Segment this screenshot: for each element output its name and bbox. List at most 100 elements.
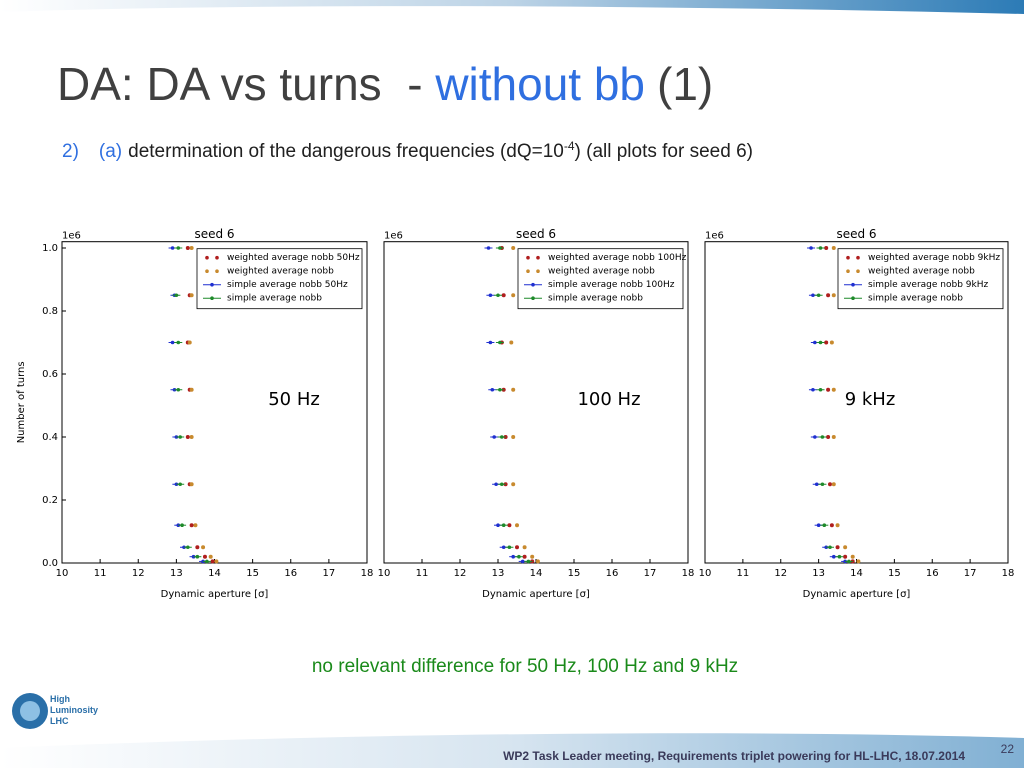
legend-box xyxy=(196,248,363,310)
legend-swatch xyxy=(205,269,209,274)
x-tick-label: 10 xyxy=(378,568,391,579)
legend-label: simple average nobb xyxy=(227,294,322,304)
annotation: 50 Hz xyxy=(268,389,320,410)
legend-box xyxy=(837,248,1004,310)
point-marker xyxy=(170,340,175,345)
point-marker xyxy=(507,545,512,550)
legend-swatch xyxy=(526,269,530,274)
point xyxy=(522,545,527,550)
point-marker xyxy=(490,387,495,392)
logo-text: High xyxy=(50,694,70,704)
point xyxy=(193,523,198,528)
point xyxy=(189,293,194,298)
x-tick-label: 17 xyxy=(644,568,657,579)
x-tick-label: 12 xyxy=(132,568,145,579)
point xyxy=(511,435,516,439)
legend-swatch xyxy=(536,255,540,260)
offset-label: 1e6 xyxy=(705,231,724,242)
y-tick-label: 0.6 xyxy=(42,369,58,380)
point-marker xyxy=(492,435,497,439)
point-marker xyxy=(205,559,209,564)
x-tick-label: 14 xyxy=(530,568,543,579)
y-tick-label: 0.8 xyxy=(42,306,58,317)
point xyxy=(208,554,213,559)
point-marker xyxy=(498,340,502,345)
point-marker xyxy=(176,246,181,250)
offset-label: 1e6 xyxy=(62,231,81,242)
errorbar-point xyxy=(172,293,181,298)
logo-text: Luminosity xyxy=(50,705,98,715)
point xyxy=(835,545,840,550)
y-axis-label: Number of turns xyxy=(16,361,27,443)
x-tick-label: 13 xyxy=(492,568,505,579)
point xyxy=(535,559,540,564)
errorbar-point xyxy=(825,545,834,550)
legend-box xyxy=(517,248,684,310)
title-prefix: DA: DA vs turns - xyxy=(57,58,435,110)
legend-swatch xyxy=(851,296,855,301)
x-tick-label: 15 xyxy=(888,568,901,579)
title-highlight: without bb xyxy=(434,58,645,110)
errorbar-point xyxy=(176,482,185,487)
errorbar-point xyxy=(497,482,506,487)
x-tick-label: 15 xyxy=(246,568,259,579)
legend-swatch xyxy=(531,296,535,301)
x-tick-label: 10 xyxy=(699,568,712,579)
y-tick-label: 0.0 xyxy=(42,558,58,569)
x-tick-label: 14 xyxy=(208,568,221,579)
point xyxy=(189,246,194,250)
legend-swatch xyxy=(205,255,209,260)
x-tick-label: 11 xyxy=(94,568,107,579)
point-marker xyxy=(488,293,493,298)
point-marker xyxy=(501,523,506,527)
x-tick-label: 10 xyxy=(56,568,69,579)
point xyxy=(501,293,506,298)
errorbar-point xyxy=(818,435,827,439)
offset-label: 1e6 xyxy=(384,231,403,242)
chart-title: seed 6 xyxy=(516,227,556,241)
errorbar-point xyxy=(505,545,514,550)
x-tick-label: 11 xyxy=(416,568,429,579)
legend-label: weighted average nobb 100Hz xyxy=(548,253,687,263)
errorbar-point xyxy=(174,246,183,250)
errorbar-point xyxy=(816,246,825,250)
errorbar-point xyxy=(835,554,844,559)
point-marker xyxy=(496,523,500,527)
errorbar-point xyxy=(174,340,183,345)
legend-swatch xyxy=(210,296,214,301)
legend-swatch xyxy=(215,255,219,260)
errorbar-point xyxy=(495,246,504,250)
x-tick-label: 18 xyxy=(361,568,374,579)
point xyxy=(522,554,527,559)
point-marker xyxy=(176,387,181,392)
point-marker xyxy=(816,523,821,527)
point-marker xyxy=(517,554,521,559)
point-marker xyxy=(828,545,832,550)
errorbar-point xyxy=(202,559,211,564)
point xyxy=(824,340,829,345)
point-marker xyxy=(170,246,175,250)
x-tick-label: 17 xyxy=(964,568,977,579)
point xyxy=(189,482,194,487)
point-marker xyxy=(811,293,815,298)
point-marker xyxy=(814,482,819,487)
errorbar-point xyxy=(495,340,504,345)
errorbar-point xyxy=(495,387,504,392)
conclusion: no relevant difference for 50 Hz, 100 Hz… xyxy=(312,656,738,677)
legend-swatch xyxy=(846,269,850,274)
point xyxy=(515,545,519,550)
top-swoosh xyxy=(0,0,1024,14)
point-marker xyxy=(813,340,817,345)
point xyxy=(185,435,190,439)
point xyxy=(829,523,834,528)
page-number: 22 xyxy=(1001,742,1015,756)
x-tick-label: 13 xyxy=(812,568,825,579)
point xyxy=(185,246,190,250)
point-marker xyxy=(195,554,200,559)
errorbar-point xyxy=(820,523,829,527)
point xyxy=(835,523,840,528)
errorbar-point xyxy=(490,435,499,439)
errorbar-point xyxy=(816,340,825,345)
point-marker xyxy=(818,387,823,392)
